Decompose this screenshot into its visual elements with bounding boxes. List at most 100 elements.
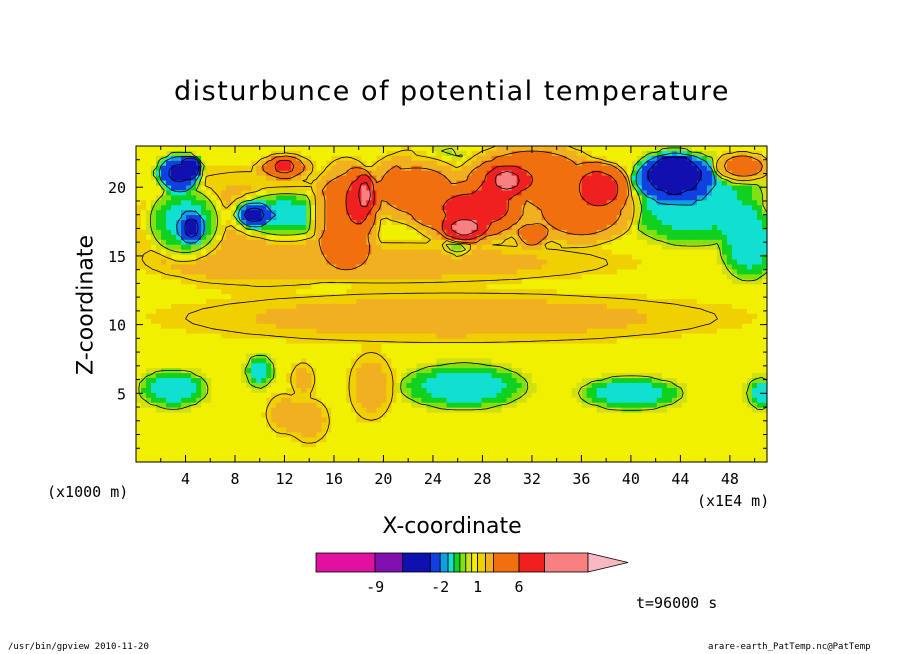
heatmap-cell xyxy=(391,269,398,275)
heatmap-cell xyxy=(311,254,317,261)
heatmap-cell xyxy=(466,259,473,266)
heatmap-cell xyxy=(451,185,458,192)
heatmap-cell xyxy=(661,294,668,300)
heatmap-cell xyxy=(401,175,408,182)
heatmap-cell xyxy=(301,279,307,285)
heatmap-cell xyxy=(266,234,272,241)
heatmap-cell xyxy=(651,254,658,261)
heatmap-cell xyxy=(671,284,678,290)
heatmap-cell xyxy=(451,304,458,310)
heatmap-cell xyxy=(251,318,257,325)
heatmap-cell xyxy=(461,269,468,275)
heatmap-cell xyxy=(386,338,393,345)
heatmap-cell xyxy=(406,195,413,201)
heatmap-cell xyxy=(166,249,172,256)
heatmap-cell xyxy=(136,215,142,221)
heatmap-cell xyxy=(191,175,197,182)
heatmap-cell xyxy=(696,304,703,310)
heatmap-cell xyxy=(616,220,623,226)
heatmap-cell xyxy=(346,175,352,182)
heatmap-cell xyxy=(511,284,518,290)
heatmap-cell xyxy=(671,313,678,320)
heatmap-cell xyxy=(271,165,277,172)
heatmap-cell xyxy=(611,200,618,206)
heatmap-cell xyxy=(251,323,257,330)
heatmap-cell xyxy=(551,249,558,256)
heatmap-cell xyxy=(246,200,252,206)
heatmap-cell xyxy=(741,264,748,271)
heatmap-cell xyxy=(411,229,418,236)
heatmap-cell xyxy=(341,160,347,167)
heatmap-cell xyxy=(361,274,367,280)
heatmap-cell xyxy=(536,146,543,152)
heatmap-cell xyxy=(716,234,723,241)
heatmap-cell xyxy=(266,155,272,162)
heatmap-cell xyxy=(636,289,643,295)
heatmap-cell xyxy=(371,318,377,325)
heatmap-cell xyxy=(296,215,302,221)
heatmap-cell xyxy=(596,289,603,295)
heatmap-cell xyxy=(736,234,743,241)
heatmap-cell xyxy=(321,333,327,340)
heatmap-cell xyxy=(446,338,453,345)
heatmap-cell xyxy=(136,313,142,320)
heatmap-cell xyxy=(516,190,523,196)
heatmap-cell xyxy=(581,185,588,192)
heatmap-cell xyxy=(516,155,523,162)
heatmap-cell xyxy=(186,180,192,187)
heatmap-cell xyxy=(331,220,337,226)
heatmap-cell xyxy=(266,244,272,251)
heatmap-cell xyxy=(336,210,342,216)
heatmap-cell xyxy=(216,308,222,315)
heatmap-cell xyxy=(601,244,608,251)
heatmap-cell xyxy=(206,150,212,157)
heatmap-cell xyxy=(556,328,563,335)
heatmap-cell xyxy=(711,225,718,231)
heatmap-cell xyxy=(376,244,382,251)
heatmap-cell xyxy=(151,180,157,187)
heatmap-cell xyxy=(556,323,563,330)
heatmap-cell xyxy=(596,328,603,335)
heatmap-cell xyxy=(306,190,312,196)
heatmap-cell xyxy=(376,304,382,310)
heatmap-cell xyxy=(646,180,653,187)
heatmap-cell xyxy=(541,289,548,295)
heatmap-cell xyxy=(736,220,743,226)
heatmap-cell xyxy=(716,313,723,320)
heatmap-cell xyxy=(296,249,302,256)
heatmap-cell xyxy=(611,205,618,211)
heatmap-cell xyxy=(601,155,608,162)
heatmap-cell xyxy=(721,195,728,201)
heatmap-cell xyxy=(696,313,703,320)
heatmap-cell xyxy=(396,318,403,325)
heatmap-cell xyxy=(371,269,377,275)
heatmap-cell xyxy=(151,333,157,340)
heatmap-cell xyxy=(701,318,708,325)
heatmap-cell xyxy=(711,239,718,246)
heatmap-cell xyxy=(736,175,743,182)
heatmap-cell xyxy=(241,225,247,231)
heatmap-cell xyxy=(681,299,688,305)
heatmap-cell xyxy=(486,338,493,345)
heatmap-cell xyxy=(401,294,408,300)
heatmap-cell xyxy=(136,304,142,310)
heatmap-cell xyxy=(381,225,387,231)
heatmap-cell xyxy=(476,220,483,226)
heatmap-cell xyxy=(556,200,563,206)
heatmap-cell xyxy=(736,225,743,231)
heatmap-cell xyxy=(426,289,433,295)
heatmap-cell xyxy=(261,150,267,157)
heatmap-cell xyxy=(451,210,458,216)
heatmap-cell xyxy=(166,328,172,335)
heatmap-cell xyxy=(346,160,352,167)
heatmap-cell xyxy=(221,299,227,305)
heatmap-cell xyxy=(751,234,758,241)
heatmap-cell xyxy=(486,323,493,330)
heatmap-cell xyxy=(321,155,327,162)
heatmap-cell xyxy=(746,195,753,201)
heatmap-cell xyxy=(461,279,468,285)
heatmap-cell xyxy=(696,220,703,226)
heatmap-cell xyxy=(606,254,613,261)
heatmap-cell xyxy=(511,264,518,271)
heatmap-cell xyxy=(686,284,693,290)
